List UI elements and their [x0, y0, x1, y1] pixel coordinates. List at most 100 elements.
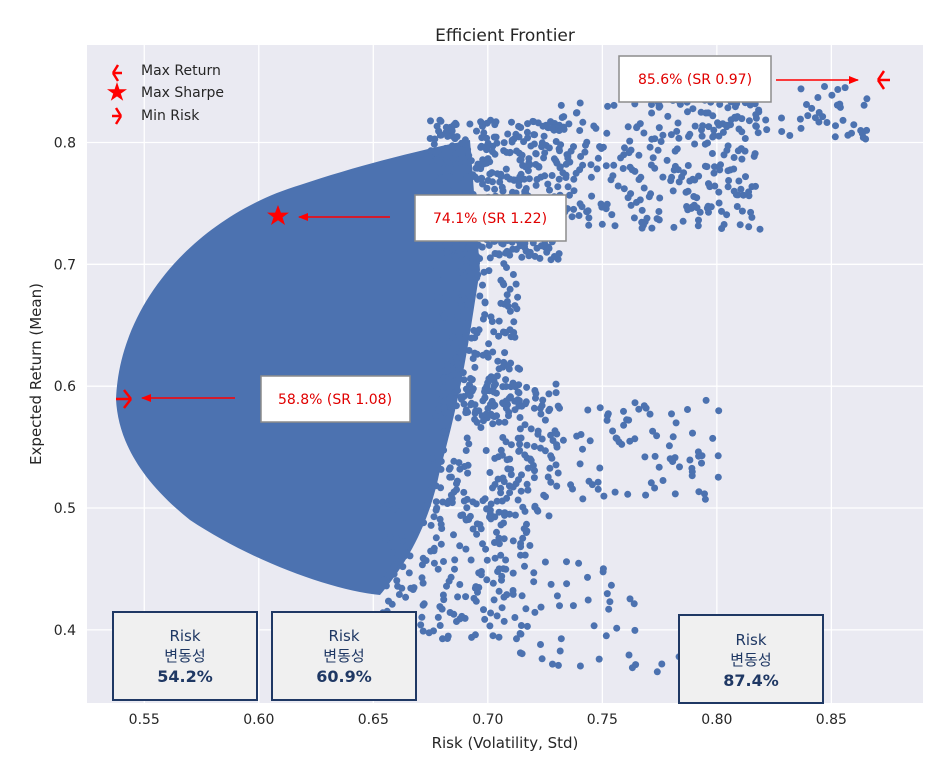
portfolio-point [497, 173, 505, 181]
portfolio-point [611, 488, 619, 496]
portfolio-point [475, 407, 483, 415]
portfolio-point [466, 293, 474, 301]
portfolio-point [535, 163, 543, 171]
portfolio-point [839, 116, 847, 124]
portfolio-point [530, 474, 538, 482]
portfolio-point [445, 577, 453, 585]
portfolio-point [519, 503, 527, 511]
portfolio-point [498, 604, 506, 612]
portfolio-point [449, 333, 457, 341]
portfolio-point [418, 574, 426, 582]
portfolio-point [695, 216, 702, 224]
portfolio-point [468, 283, 475, 291]
portfolio-point [432, 534, 440, 542]
portfolio-point [584, 573, 591, 581]
portfolio-point [493, 612, 501, 620]
portfolio-point [495, 508, 503, 516]
portfolio-point [651, 484, 659, 492]
portfolio-point [518, 592, 526, 600]
portfolio-point [604, 102, 612, 110]
risk-box-2: Risk 변동성 60.9% [271, 611, 417, 701]
portfolio-point [444, 362, 451, 369]
portfolio-point [638, 218, 646, 226]
portfolio-point [621, 144, 628, 152]
portfolio-point [440, 312, 448, 320]
portfolio-point [454, 414, 462, 422]
portfolio-point [625, 651, 633, 659]
portfolio-point [382, 582, 390, 590]
portfolio-point [482, 545, 490, 553]
portfolio-point [538, 655, 546, 663]
portfolio-point [473, 350, 481, 358]
portfolio-point [452, 243, 460, 251]
portfolio-point [595, 655, 603, 663]
portfolio-point [684, 108, 691, 116]
portfolio-point [454, 312, 462, 320]
portfolio-point [599, 565, 607, 573]
portfolio-point [494, 357, 502, 365]
risk-box-1: Risk 변동성 54.2% [112, 611, 258, 701]
portfolio-point [490, 374, 498, 382]
portfolio-point [841, 84, 849, 92]
portfolio-point [646, 410, 654, 418]
portfolio-point [808, 104, 816, 112]
portfolio-point [552, 380, 560, 388]
portfolio-point [814, 94, 822, 101]
portfolio-point [508, 138, 516, 146]
portfolio-point [485, 340, 493, 348]
portfolio-point [517, 434, 525, 442]
portfolio-point [441, 421, 448, 429]
portfolio-point [473, 127, 480, 135]
portfolio-point [432, 412, 440, 420]
portfolio-point [666, 455, 674, 463]
portfolio-point [500, 147, 508, 155]
portfolio-point [485, 241, 493, 249]
portfolio-point [469, 525, 477, 533]
portfolio-point [427, 485, 435, 493]
portfolio-point [451, 370, 458, 378]
portfolio-point [501, 418, 509, 426]
portfolio-point [527, 425, 535, 433]
portfolio-point [752, 114, 760, 122]
portfolio-point [647, 161, 655, 169]
portfolio-point [597, 200, 605, 208]
max-return-marker [876, 70, 890, 90]
portfolio-point [570, 187, 578, 195]
portfolio-point [704, 139, 711, 147]
portfolio-point [503, 247, 511, 255]
portfolio-point [426, 135, 434, 142]
risk-box-sublabel: 변동성 [164, 647, 205, 665]
portfolio-point [436, 340, 444, 348]
portfolio-point [445, 398, 453, 406]
portfolio-point [594, 154, 602, 162]
portfolio-point [620, 185, 628, 193]
portfolio-point [635, 405, 643, 413]
portfolio-point [715, 407, 723, 415]
portfolio-point [489, 420, 497, 428]
portfolio-point [525, 159, 533, 167]
portfolio-point [406, 552, 414, 560]
portfolio-point [786, 132, 794, 139]
portfolio-point [442, 147, 449, 155]
callout-min-risk: 58.8% (SR 1.08) [141, 375, 411, 423]
portfolio-point [431, 387, 439, 395]
portfolio-point [560, 123, 568, 131]
risk-box-label: Risk [169, 627, 200, 645]
portfolio-point [505, 365, 513, 373]
portfolio-point [763, 126, 771, 134]
portfolio-point [456, 268, 464, 276]
portfolio-point [486, 513, 493, 521]
portfolio-point [493, 497, 501, 505]
portfolio-point [409, 586, 417, 593]
portfolio-point [736, 221, 744, 229]
portfolio-point [694, 222, 702, 230]
portfolio-point [405, 569, 413, 577]
portfolio-point [570, 205, 578, 213]
portfolio-point [821, 83, 828, 90]
portfolio-point [738, 207, 746, 215]
portfolio-point [429, 434, 437, 442]
portfolio-point [507, 359, 515, 367]
portfolio-point [483, 134, 491, 142]
portfolio-point [679, 217, 687, 225]
portfolio-point [453, 354, 461, 362]
